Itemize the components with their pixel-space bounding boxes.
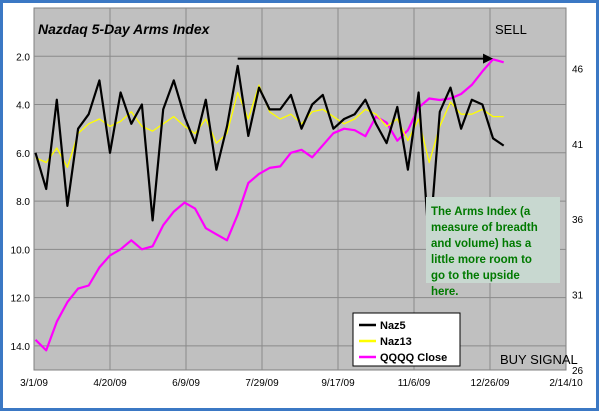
legend-label: QQQQ Close <box>380 352 447 364</box>
y-axis-left-ticks: 2.0 4.0 6.0 8.0 10.0 12.0 14.0 <box>11 52 31 353</box>
note-line: little more room to <box>431 254 532 266</box>
y-right-tick-label: 31 <box>572 291 584 302</box>
x-tick-label: 6/9/09 <box>172 378 200 389</box>
note-line: go to the upside <box>431 270 520 282</box>
y-axis-right-ticks: 46 41 36 31 26 <box>572 64 584 377</box>
chart-title: Nazdaq 5-Day Arms Index <box>38 21 211 37</box>
series-line-naz13 <box>35 84 504 168</box>
y-right-tick-label: 36 <box>572 215 584 226</box>
y-left-tick-label: 2.0 <box>16 52 30 63</box>
x-tick-label: 2/14/10 <box>549 378 583 389</box>
note-line: and volume) has a <box>431 238 532 250</box>
horizontal-gridlines <box>34 55 566 347</box>
legend-label: Naz5 <box>380 320 406 332</box>
x-tick-label: 3/1/09 <box>20 378 48 389</box>
vertical-gridlines <box>109 8 491 370</box>
note-text: The Arms Index (a measure of breadth and v… <box>431 206 538 298</box>
note-line: measure of breadth <box>431 222 538 234</box>
y-left-tick-label: 4.0 <box>16 101 30 112</box>
series-layer <box>34 58 505 352</box>
y-left-tick-label: 10.0 <box>11 245 31 256</box>
note-line: here. <box>431 286 459 298</box>
legend: Naz5 Naz13 QQQQ Close <box>352 312 461 367</box>
x-tick-label: 9/17/09 <box>321 378 355 389</box>
note-line: The Arms Index (a <box>431 206 531 218</box>
y-left-tick-label: 12.0 <box>11 294 31 305</box>
x-axis-ticks: 3/1/09 4/20/09 6/9/09 7/29/09 9/17/09 11/6/09… <box>20 378 583 389</box>
y-left-tick-label: 14.0 <box>11 342 31 353</box>
buy-signal-label: BUY SIGNAL <box>500 352 578 367</box>
y-left-tick-label: 8.0 <box>16 197 30 208</box>
x-tick-label: 12/26/09 <box>471 378 510 389</box>
series-line-qqqq-close <box>34 58 504 352</box>
x-tick-label: 11/6/09 <box>398 378 431 389</box>
y-right-tick-label: 41 <box>572 140 584 151</box>
x-tick-label: 7/29/09 <box>245 378 279 389</box>
plot-area <box>33 7 567 371</box>
note-box <box>426 197 560 283</box>
y-left-tick-label: 6.0 <box>16 149 30 160</box>
y-right-tick-label: 26 <box>572 366 584 377</box>
series-line-naz5 <box>34 64 505 248</box>
legend-label: Naz13 <box>380 336 412 348</box>
resistance-arrow <box>237 53 494 64</box>
arrow-head <box>483 53 494 64</box>
y-right-tick-label: 46 <box>572 64 584 75</box>
x-tick-label: 4/20/09 <box>93 378 127 389</box>
sell-label: SELL <box>495 22 527 37</box>
